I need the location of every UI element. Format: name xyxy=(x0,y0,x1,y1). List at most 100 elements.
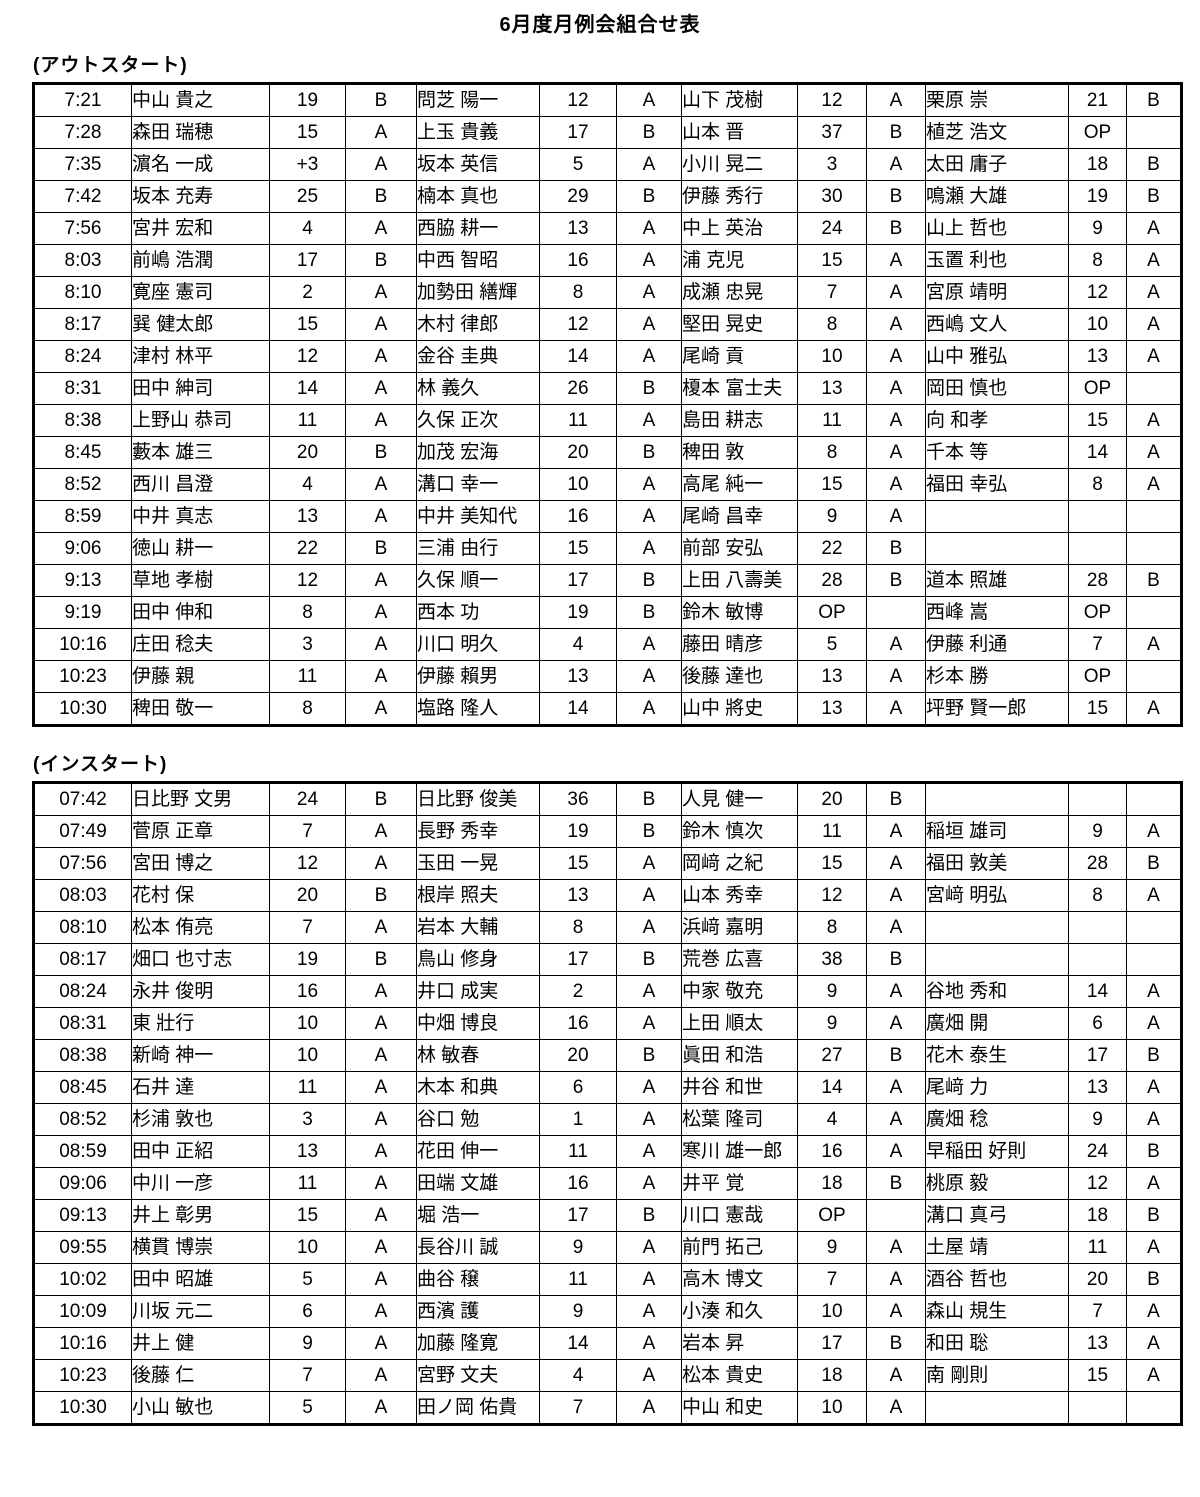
tee-time-cell: 10:30 xyxy=(33,1391,132,1425)
tee-time-cell: 08:59 xyxy=(33,1135,132,1168)
player-handicap-cell: 18 xyxy=(797,1359,867,1392)
player-handicap-cell: 15 xyxy=(539,847,617,880)
player-handicap-cell: 6 xyxy=(1068,1007,1127,1040)
player-handicap-cell: 12 xyxy=(269,847,346,880)
player-handicap-cell: 16 xyxy=(797,1135,867,1168)
player-class-cell: A xyxy=(866,660,926,693)
player-name-cell: 田端 文雄 xyxy=(416,1167,540,1200)
table-row: 09:06 中川 一彦 11 A 田端 文雄 16 A 井平 覚 18 B 桃原 毅 12 A xyxy=(33,1167,1182,1200)
player-class-cell: A xyxy=(866,1391,926,1425)
player-handicap-cell: 24 xyxy=(797,212,867,245)
player-name-cell: 鈴木 敏博 xyxy=(681,596,798,629)
player-handicap-cell: 7 xyxy=(1068,628,1127,661)
tee-time-cell: 10:02 xyxy=(33,1263,132,1296)
player-class-cell: A xyxy=(345,276,417,309)
player-name-cell: 宮﨑 明弘 xyxy=(925,879,1069,912)
table-row: 10:23 伊藤 親 11 A 伊藤 賴男 13 A 後藤 達也 13 A 杉本 勝 OP xyxy=(33,660,1182,693)
section-label-in-start: (インスタート) xyxy=(33,754,168,775)
player-handicap-cell: 28 xyxy=(797,564,867,597)
player-name-cell: 根岸 照夫 xyxy=(416,879,540,912)
player-name-cell: 田中 昭雄 xyxy=(131,1263,270,1296)
player-handicap-cell: 16 xyxy=(539,244,617,277)
player-class-cell: B xyxy=(616,782,682,816)
player-class-cell xyxy=(866,1199,926,1232)
player-name-cell: 宮田 博之 xyxy=(131,847,270,880)
player-handicap-cell: 13 xyxy=(539,879,617,912)
table-row: 08:24 永井 俊明 16 A 井口 成実 2 A 中家 敬充 9 A 谷地 秀和 14 A xyxy=(33,975,1182,1008)
table-row: 10:30 小山 敏也 5 A 田ノ岡 佑貴 7 A 中山 和史 10 A xyxy=(33,1391,1182,1425)
player-class-cell: A xyxy=(1126,1359,1182,1392)
player-class-cell: A xyxy=(866,468,926,501)
player-name-cell: 前門 拓己 xyxy=(681,1231,798,1264)
player-handicap-cell: 11 xyxy=(269,1167,346,1200)
player-name-cell: 高尾 純一 xyxy=(681,468,798,501)
player-handicap-cell: 21 xyxy=(1068,83,1127,117)
player-handicap-cell: 17 xyxy=(269,244,346,277)
player-handicap-cell: 13 xyxy=(797,372,867,405)
player-class-cell: A xyxy=(1126,340,1182,373)
player-handicap-cell: 4 xyxy=(539,1359,617,1392)
player-class-cell: A xyxy=(866,404,926,437)
player-name-cell: 田中 正紹 xyxy=(131,1135,270,1168)
table-row: 8:52 西川 昌澄 4 A 溝口 幸一 10 A 高尾 純一 15 A 福田 幸弘 8 A xyxy=(33,468,1182,501)
player-handicap-cell: 20 xyxy=(269,436,346,469)
table-row: 8:03 前嶋 浩潤 17 B 中西 智昭 16 A 浦 克児 15 A 玉置 利也 8 A xyxy=(33,244,1182,277)
player-name-cell: 井上 彰男 xyxy=(131,1199,270,1232)
player-handicap-cell: 20 xyxy=(269,879,346,912)
player-name-cell: 岩本 大輔 xyxy=(416,911,540,944)
tee-time-cell: 10:23 xyxy=(33,1359,132,1392)
player-handicap-cell xyxy=(1068,500,1127,533)
player-class-cell: A xyxy=(345,911,417,944)
player-name-cell: 石井 達 xyxy=(131,1071,270,1104)
player-handicap-cell: 8 xyxy=(1068,879,1127,912)
player-handicap-cell: 36 xyxy=(539,782,617,816)
player-name-cell: 小川 晃二 xyxy=(681,148,798,181)
table-row: 10:30 稗田 敬一 8 A 塩路 隆人 14 A 山中 將史 13 A 坪野 賢一郎 15 A xyxy=(33,692,1182,726)
player-name-cell: 上野山 恭司 xyxy=(131,404,270,437)
player-class-cell: A xyxy=(345,847,417,880)
player-class-cell: B xyxy=(345,436,417,469)
player-class-cell xyxy=(1126,372,1182,405)
player-class-cell: A xyxy=(1126,975,1182,1008)
player-name-cell xyxy=(925,532,1069,565)
player-class-cell: A xyxy=(866,815,926,848)
player-handicap-cell: 5 xyxy=(539,148,617,181)
tee-time-cell: 8:03 xyxy=(33,244,132,277)
player-handicap-cell: 9 xyxy=(269,1327,346,1360)
player-class-cell: B xyxy=(1126,1039,1182,1072)
player-handicap-cell: 13 xyxy=(1068,1327,1127,1360)
player-name-cell: 土屋 靖 xyxy=(925,1231,1069,1264)
player-class-cell: A xyxy=(866,1103,926,1136)
player-class-cell: A xyxy=(1126,308,1182,341)
player-handicap-cell: 18 xyxy=(1068,148,1127,181)
player-handicap-cell: 25 xyxy=(269,180,346,213)
player-class-cell: A xyxy=(616,1071,682,1104)
player-handicap-cell: 15 xyxy=(797,847,867,880)
tee-time-cell: 8:31 xyxy=(33,372,132,405)
table-row: 7:21 中山 貴之 19 B 問芝 陽一 12 A 山下 茂樹 12 A 栗原 崇 21 B xyxy=(33,83,1182,117)
player-handicap-cell: 18 xyxy=(1068,1199,1127,1232)
player-handicap-cell: 15 xyxy=(539,532,617,565)
player-class-cell: A xyxy=(345,564,417,597)
player-handicap-cell: 13 xyxy=(539,660,617,693)
player-handicap-cell: 17 xyxy=(539,1199,617,1232)
player-handicap-cell: 8 xyxy=(539,911,617,944)
player-class-cell: A xyxy=(616,1167,682,1200)
player-handicap-cell: 5 xyxy=(269,1391,346,1425)
player-handicap-cell: 15 xyxy=(1068,692,1127,726)
player-handicap-cell: 20 xyxy=(539,1039,617,1072)
player-name-cell: 南 剛則 xyxy=(925,1359,1069,1392)
player-name-cell: 日比野 俊美 xyxy=(416,782,540,816)
player-name-cell: 小湊 和久 xyxy=(681,1295,798,1328)
player-class-cell: A xyxy=(1126,244,1182,277)
player-name-cell: 小山 敏也 xyxy=(131,1391,270,1425)
tee-time-cell: 7:21 xyxy=(33,83,132,117)
player-handicap-cell: 15 xyxy=(1068,1359,1127,1392)
player-handicap-cell: 13 xyxy=(797,692,867,726)
player-class-cell: B xyxy=(1126,1263,1182,1296)
player-class-cell: A xyxy=(866,879,926,912)
player-class-cell: A xyxy=(866,83,926,117)
player-name-cell: 濵名 一成 xyxy=(131,148,270,181)
player-class-cell: A xyxy=(345,1071,417,1104)
